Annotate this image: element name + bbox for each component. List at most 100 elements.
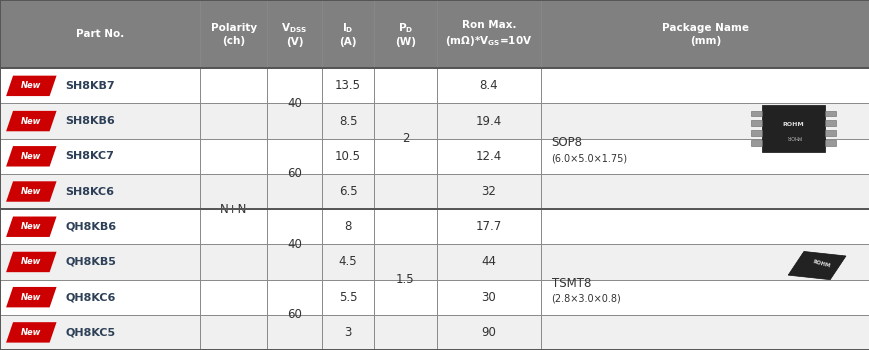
Bar: [322, 0, 374, 68]
Bar: [267, 315, 322, 350]
Text: 40: 40: [287, 238, 302, 251]
Bar: [374, 244, 436, 280]
Polygon shape: [6, 76, 56, 96]
Text: 2: 2: [401, 132, 408, 145]
Text: New: New: [21, 328, 42, 337]
Bar: [267, 280, 322, 315]
Bar: [322, 315, 374, 350]
Bar: [200, 104, 267, 139]
Text: P$_\mathbf{D}$
(W): P$_\mathbf{D}$ (W): [395, 21, 415, 48]
Text: 90: 90: [481, 326, 496, 339]
Bar: [200, 315, 267, 350]
Text: SH8KC7: SH8KC7: [65, 151, 114, 161]
Bar: [824, 120, 835, 126]
Text: New: New: [21, 187, 42, 196]
Text: ROHM: ROHM: [811, 259, 830, 268]
Text: N+N: N+N: [220, 203, 247, 216]
Bar: [322, 68, 374, 104]
Bar: [761, 105, 824, 152]
Text: New: New: [21, 81, 42, 90]
Text: 8.5: 8.5: [338, 114, 357, 128]
Text: QH8KB6: QH8KB6: [65, 222, 116, 232]
Bar: [322, 174, 374, 209]
Text: New: New: [21, 222, 42, 231]
Text: SH8KB6: SH8KB6: [65, 116, 115, 126]
Bar: [267, 209, 322, 244]
Text: QH8KB5: QH8KB5: [65, 257, 116, 267]
Text: Part No.: Part No.: [76, 29, 124, 39]
Text: QH8KC5: QH8KC5: [65, 327, 116, 337]
Bar: [322, 209, 374, 244]
Bar: [200, 209, 267, 244]
Bar: [374, 0, 436, 68]
Bar: [374, 209, 436, 244]
Bar: [322, 104, 374, 139]
Bar: [750, 130, 761, 136]
Bar: [750, 120, 761, 126]
Bar: [267, 68, 322, 104]
Text: SH8KB7: SH8KB7: [65, 81, 115, 91]
Text: MHOR: MHOR: [785, 134, 800, 139]
Polygon shape: [6, 181, 56, 202]
Bar: [374, 315, 436, 350]
Bar: [374, 68, 436, 104]
Text: 19.4: 19.4: [475, 114, 501, 128]
Text: Polarity
(ch): Polarity (ch): [210, 23, 256, 46]
Text: 1.5: 1.5: [395, 273, 415, 286]
Text: V$_\mathbf{DSS}$
(V): V$_\mathbf{DSS}$ (V): [282, 21, 307, 48]
Bar: [200, 0, 267, 68]
Polygon shape: [6, 146, 56, 167]
Text: New: New: [21, 258, 42, 266]
Bar: [267, 104, 322, 139]
Bar: [824, 140, 835, 146]
Text: 6.5: 6.5: [338, 185, 357, 198]
Text: 3: 3: [344, 326, 351, 339]
Polygon shape: [6, 287, 56, 307]
Bar: [267, 244, 322, 280]
Text: 60: 60: [287, 308, 302, 321]
Bar: [374, 104, 436, 139]
Bar: [200, 280, 267, 315]
Text: 44: 44: [481, 256, 496, 268]
Text: I$_\mathbf{D}$
(A): I$_\mathbf{D}$ (A): [339, 21, 356, 48]
Text: 32: 32: [481, 185, 496, 198]
Bar: [200, 244, 267, 280]
Text: 12.4: 12.4: [475, 150, 501, 163]
Polygon shape: [6, 322, 56, 343]
Text: (6.0×5.0×1.75): (6.0×5.0×1.75): [551, 153, 627, 163]
Text: SH8KC6: SH8KC6: [65, 187, 114, 196]
Text: 60: 60: [287, 167, 302, 180]
Bar: [322, 139, 374, 174]
Bar: [200, 68, 267, 104]
Text: Ron Max.
(mΩ)*V$_\mathbf{GS}$=10V: Ron Max. (mΩ)*V$_\mathbf{GS}$=10V: [445, 20, 532, 48]
Text: 8: 8: [344, 220, 351, 233]
Bar: [322, 280, 374, 315]
Text: TSMT8: TSMT8: [551, 277, 590, 290]
Text: 13.5: 13.5: [335, 79, 361, 92]
Text: 40: 40: [287, 97, 302, 110]
Text: New: New: [21, 293, 42, 302]
Bar: [824, 111, 835, 116]
Polygon shape: [6, 111, 56, 131]
Text: New: New: [21, 117, 42, 126]
Text: Package Name
(mm): Package Name (mm): [661, 23, 748, 46]
Text: (2.8×3.0×0.8): (2.8×3.0×0.8): [551, 294, 620, 304]
Bar: [750, 111, 761, 116]
Text: 4.5: 4.5: [338, 256, 357, 268]
Text: QH8KC6: QH8KC6: [65, 292, 116, 302]
Bar: [267, 139, 322, 174]
Text: 30: 30: [481, 290, 495, 304]
Text: 8.4: 8.4: [479, 79, 498, 92]
Text: ROHM: ROHM: [782, 122, 804, 127]
Bar: [267, 0, 322, 68]
Bar: [374, 174, 436, 209]
Bar: [267, 174, 322, 209]
Bar: [824, 130, 835, 136]
Text: 10.5: 10.5: [335, 150, 361, 163]
Text: 5.5: 5.5: [338, 290, 357, 304]
Bar: [750, 140, 761, 146]
Text: SOP8: SOP8: [551, 136, 582, 149]
Bar: [322, 244, 374, 280]
Polygon shape: [787, 251, 845, 280]
Bar: [374, 280, 436, 315]
